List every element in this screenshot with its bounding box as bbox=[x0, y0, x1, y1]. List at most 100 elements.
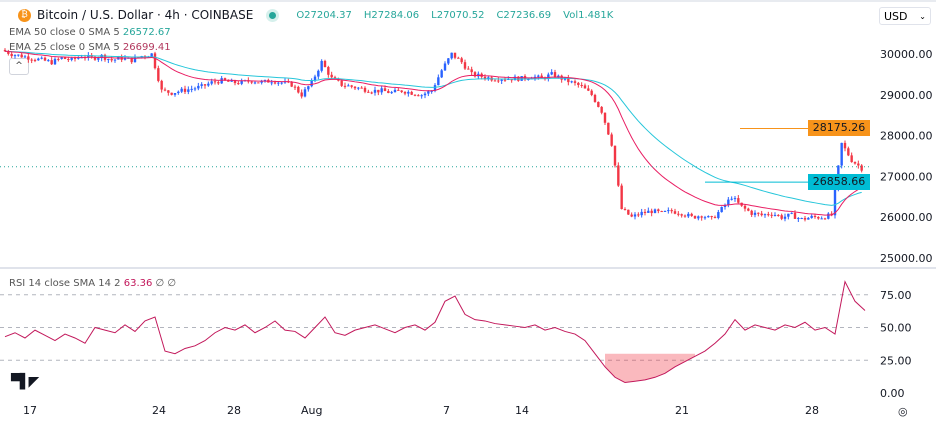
market-status-icon bbox=[269, 11, 277, 19]
symbol-title[interactable]: Bitcoin / U.S. Dollar · 4h · COINBASE bbox=[37, 8, 254, 22]
candle-body bbox=[813, 215, 817, 217]
candle-body bbox=[130, 57, 133, 63]
ema25-legend[interactable]: EMA 25 close 0 SMA 5 26699.41 bbox=[9, 42, 171, 54]
collapse-legend-button[interactable]: ^ bbox=[9, 58, 29, 75]
candle-body bbox=[113, 59, 117, 61]
candle-body bbox=[737, 198, 740, 203]
candle-body bbox=[613, 145, 617, 166]
candle-body bbox=[227, 80, 230, 82]
candle-body bbox=[773, 214, 777, 216]
candle-body bbox=[270, 82, 273, 84]
candle-body bbox=[353, 86, 357, 89]
time-axis-label: 28 bbox=[805, 404, 819, 417]
candle-body bbox=[87, 55, 90, 58]
candle-body bbox=[297, 86, 300, 93]
candle-body bbox=[407, 91, 410, 94]
price-axis-label: 27000.00 bbox=[880, 170, 933, 183]
candle-body bbox=[30, 59, 33, 61]
candle-body bbox=[323, 60, 327, 68]
candle-body bbox=[643, 211, 647, 213]
candle-body bbox=[493, 80, 497, 82]
candle-body bbox=[670, 210, 673, 212]
open-value: O27204.37 bbox=[296, 9, 352, 21]
candle-body bbox=[57, 58, 60, 60]
candle-body bbox=[357, 87, 360, 89]
candle-body bbox=[187, 89, 190, 92]
candle-body bbox=[760, 213, 763, 216]
candle-body bbox=[290, 81, 293, 87]
candle-body bbox=[17, 54, 20, 56]
rsi-axis-label: 50.00 bbox=[880, 322, 912, 335]
candle-body bbox=[373, 89, 377, 93]
candle-body bbox=[177, 91, 180, 94]
candle-body bbox=[820, 218, 823, 220]
candle-body bbox=[793, 212, 797, 219]
candle-body bbox=[850, 155, 853, 163]
candle-body bbox=[37, 58, 40, 61]
candle-body bbox=[537, 75, 540, 77]
candle-body bbox=[167, 90, 170, 93]
candle-body bbox=[577, 82, 580, 85]
candle-body bbox=[823, 218, 827, 220]
candle-body bbox=[810, 215, 813, 218]
candle-body bbox=[273, 82, 277, 84]
candle-body bbox=[677, 213, 680, 215]
candle-body bbox=[657, 209, 660, 212]
candle-body bbox=[853, 162, 857, 164]
price-axis-label: 25000.00 bbox=[880, 252, 933, 265]
candle-body bbox=[303, 89, 307, 97]
candle-body bbox=[780, 215, 783, 219]
time-axis-label: 21 bbox=[675, 404, 689, 417]
candle-body bbox=[27, 56, 30, 60]
candle-body bbox=[570, 81, 573, 83]
price-axis-label: 29000.00 bbox=[880, 89, 933, 102]
candle-body bbox=[183, 88, 187, 92]
candle-body bbox=[347, 85, 350, 87]
candle-body bbox=[320, 60, 323, 71]
candle-body bbox=[150, 53, 153, 57]
candle-body bbox=[173, 93, 177, 95]
rsi-extra: ∅ ∅ bbox=[155, 278, 177, 289]
time-axis-label: 24 bbox=[152, 404, 166, 417]
time-axis-label: Aug bbox=[301, 404, 322, 417]
currency-select[interactable]: USD ⌄ bbox=[879, 7, 931, 25]
candle-body bbox=[170, 92, 173, 95]
candle-body bbox=[660, 211, 663, 213]
settings-icon[interactable]: ◎ bbox=[898, 405, 908, 418]
candle-body bbox=[500, 79, 503, 81]
candle-body bbox=[697, 216, 700, 219]
candle-body bbox=[33, 59, 37, 61]
candle-body bbox=[690, 213, 693, 216]
candle-body bbox=[197, 85, 200, 89]
candle-body bbox=[797, 218, 800, 220]
chevron-down-icon: ⌄ bbox=[919, 12, 926, 21]
candle-body bbox=[217, 82, 220, 84]
ema50-label: EMA 50 close 0 SMA 5 bbox=[9, 27, 120, 38]
candle-body bbox=[757, 212, 760, 214]
candle-body bbox=[800, 217, 803, 219]
candle-body bbox=[787, 213, 790, 217]
candle-body bbox=[53, 58, 57, 65]
ema50-legend[interactable]: EMA 50 close 0 SMA 5 26572.67 bbox=[9, 27, 171, 39]
candle-body bbox=[260, 81, 263, 83]
candle-body bbox=[10, 53, 13, 57]
rsi-axis-label: 25.00 bbox=[880, 354, 912, 367]
candle-body bbox=[47, 60, 50, 62]
candle-body bbox=[467, 68, 470, 70]
candle-body bbox=[590, 90, 593, 95]
candle-body bbox=[307, 86, 310, 90]
candle-body bbox=[23, 56, 27, 58]
candle-body bbox=[700, 216, 703, 218]
rsi-legend[interactable]: RSI 14 close SMA 14 2 63.36 ∅ ∅ bbox=[9, 278, 176, 290]
time-axis-label: 14 bbox=[515, 404, 529, 417]
tradingview-logo[interactable]: ▀▌◤ bbox=[11, 374, 39, 390]
symbol-header: ₿ Bitcoin / U.S. Dollar · 4h · COINBASE … bbox=[18, 8, 613, 22]
candle-body bbox=[617, 165, 620, 186]
candle-body bbox=[397, 89, 400, 91]
candle-body bbox=[587, 88, 590, 91]
candle-body bbox=[70, 57, 73, 60]
rsi-value: 63.36 bbox=[123, 278, 153, 289]
candle-body bbox=[553, 72, 557, 78]
